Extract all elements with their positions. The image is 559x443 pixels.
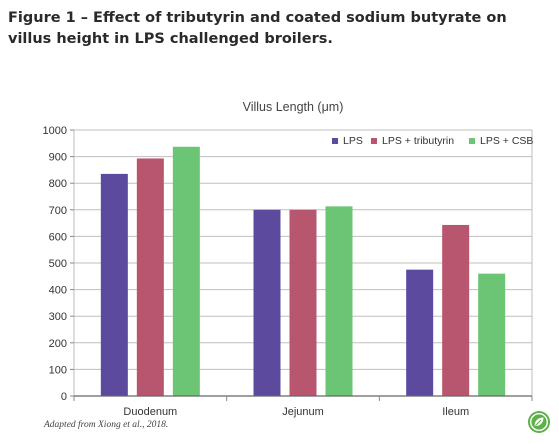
- y-tick-label-600: 600: [49, 231, 67, 243]
- legend-swatch-3: [469, 138, 475, 144]
- legend: LPS LPS + tributyrin LPS + CSB: [332, 135, 533, 147]
- y-tick-label-300: 300: [49, 311, 67, 323]
- bar-jejunum-3: [325, 206, 353, 396]
- bar-duodenum-3: [172, 146, 200, 396]
- bar-ileum-1: [406, 269, 434, 396]
- y-tick-label-800: 800: [49, 178, 67, 190]
- bar-ileum-3: [478, 273, 506, 396]
- bar-duodenum-2: [136, 158, 164, 396]
- y-axis: 0 100 200 300 400 500 600 700 800 900 1000: [43, 125, 74, 403]
- y-tick-label-500: 500: [49, 258, 67, 270]
- y-tick-label-1000: 1000: [43, 125, 67, 137]
- legend-swatch-1: [332, 138, 338, 144]
- y-tick-label-100: 100: [49, 364, 67, 376]
- legend-label-2: LPS + tributyrin: [382, 135, 454, 147]
- bar-ileum-2: [442, 224, 470, 396]
- y-tick-label-200: 200: [49, 338, 67, 350]
- bar-duodenum-1: [100, 173, 128, 396]
- figure-title: Figure 1 – Effect of tributyrin and coat…: [8, 10, 507, 47]
- x-category-label-ileum: Ileum: [442, 406, 469, 418]
- x-category-label-jejunum: Jejunum: [282, 406, 324, 418]
- y-tick-label-400: 400: [49, 285, 67, 297]
- bar-jejunum-2: [289, 209, 317, 396]
- y-tick-label-900: 900: [49, 152, 67, 164]
- legend-label-1: LPS: [343, 135, 363, 147]
- bars: [100, 146, 506, 396]
- source-note: Adapted from Xiong et al., 2018.: [44, 420, 169, 430]
- leaf-badge-icon: [528, 411, 550, 433]
- x-category-label-duodenum: Duodenum: [123, 406, 177, 418]
- bar-jejunum-1: [253, 209, 281, 396]
- legend-swatch-2: [371, 138, 377, 144]
- chart-title: Villus Length (μm): [243, 100, 344, 114]
- y-tick-label-700: 700: [49, 205, 67, 217]
- y-tick-label-0: 0: [61, 391, 67, 403]
- x-axis: Duodenum Jejunum Ileum: [73, 395, 533, 418]
- legend-label-3: LPS + CSB: [480, 135, 533, 147]
